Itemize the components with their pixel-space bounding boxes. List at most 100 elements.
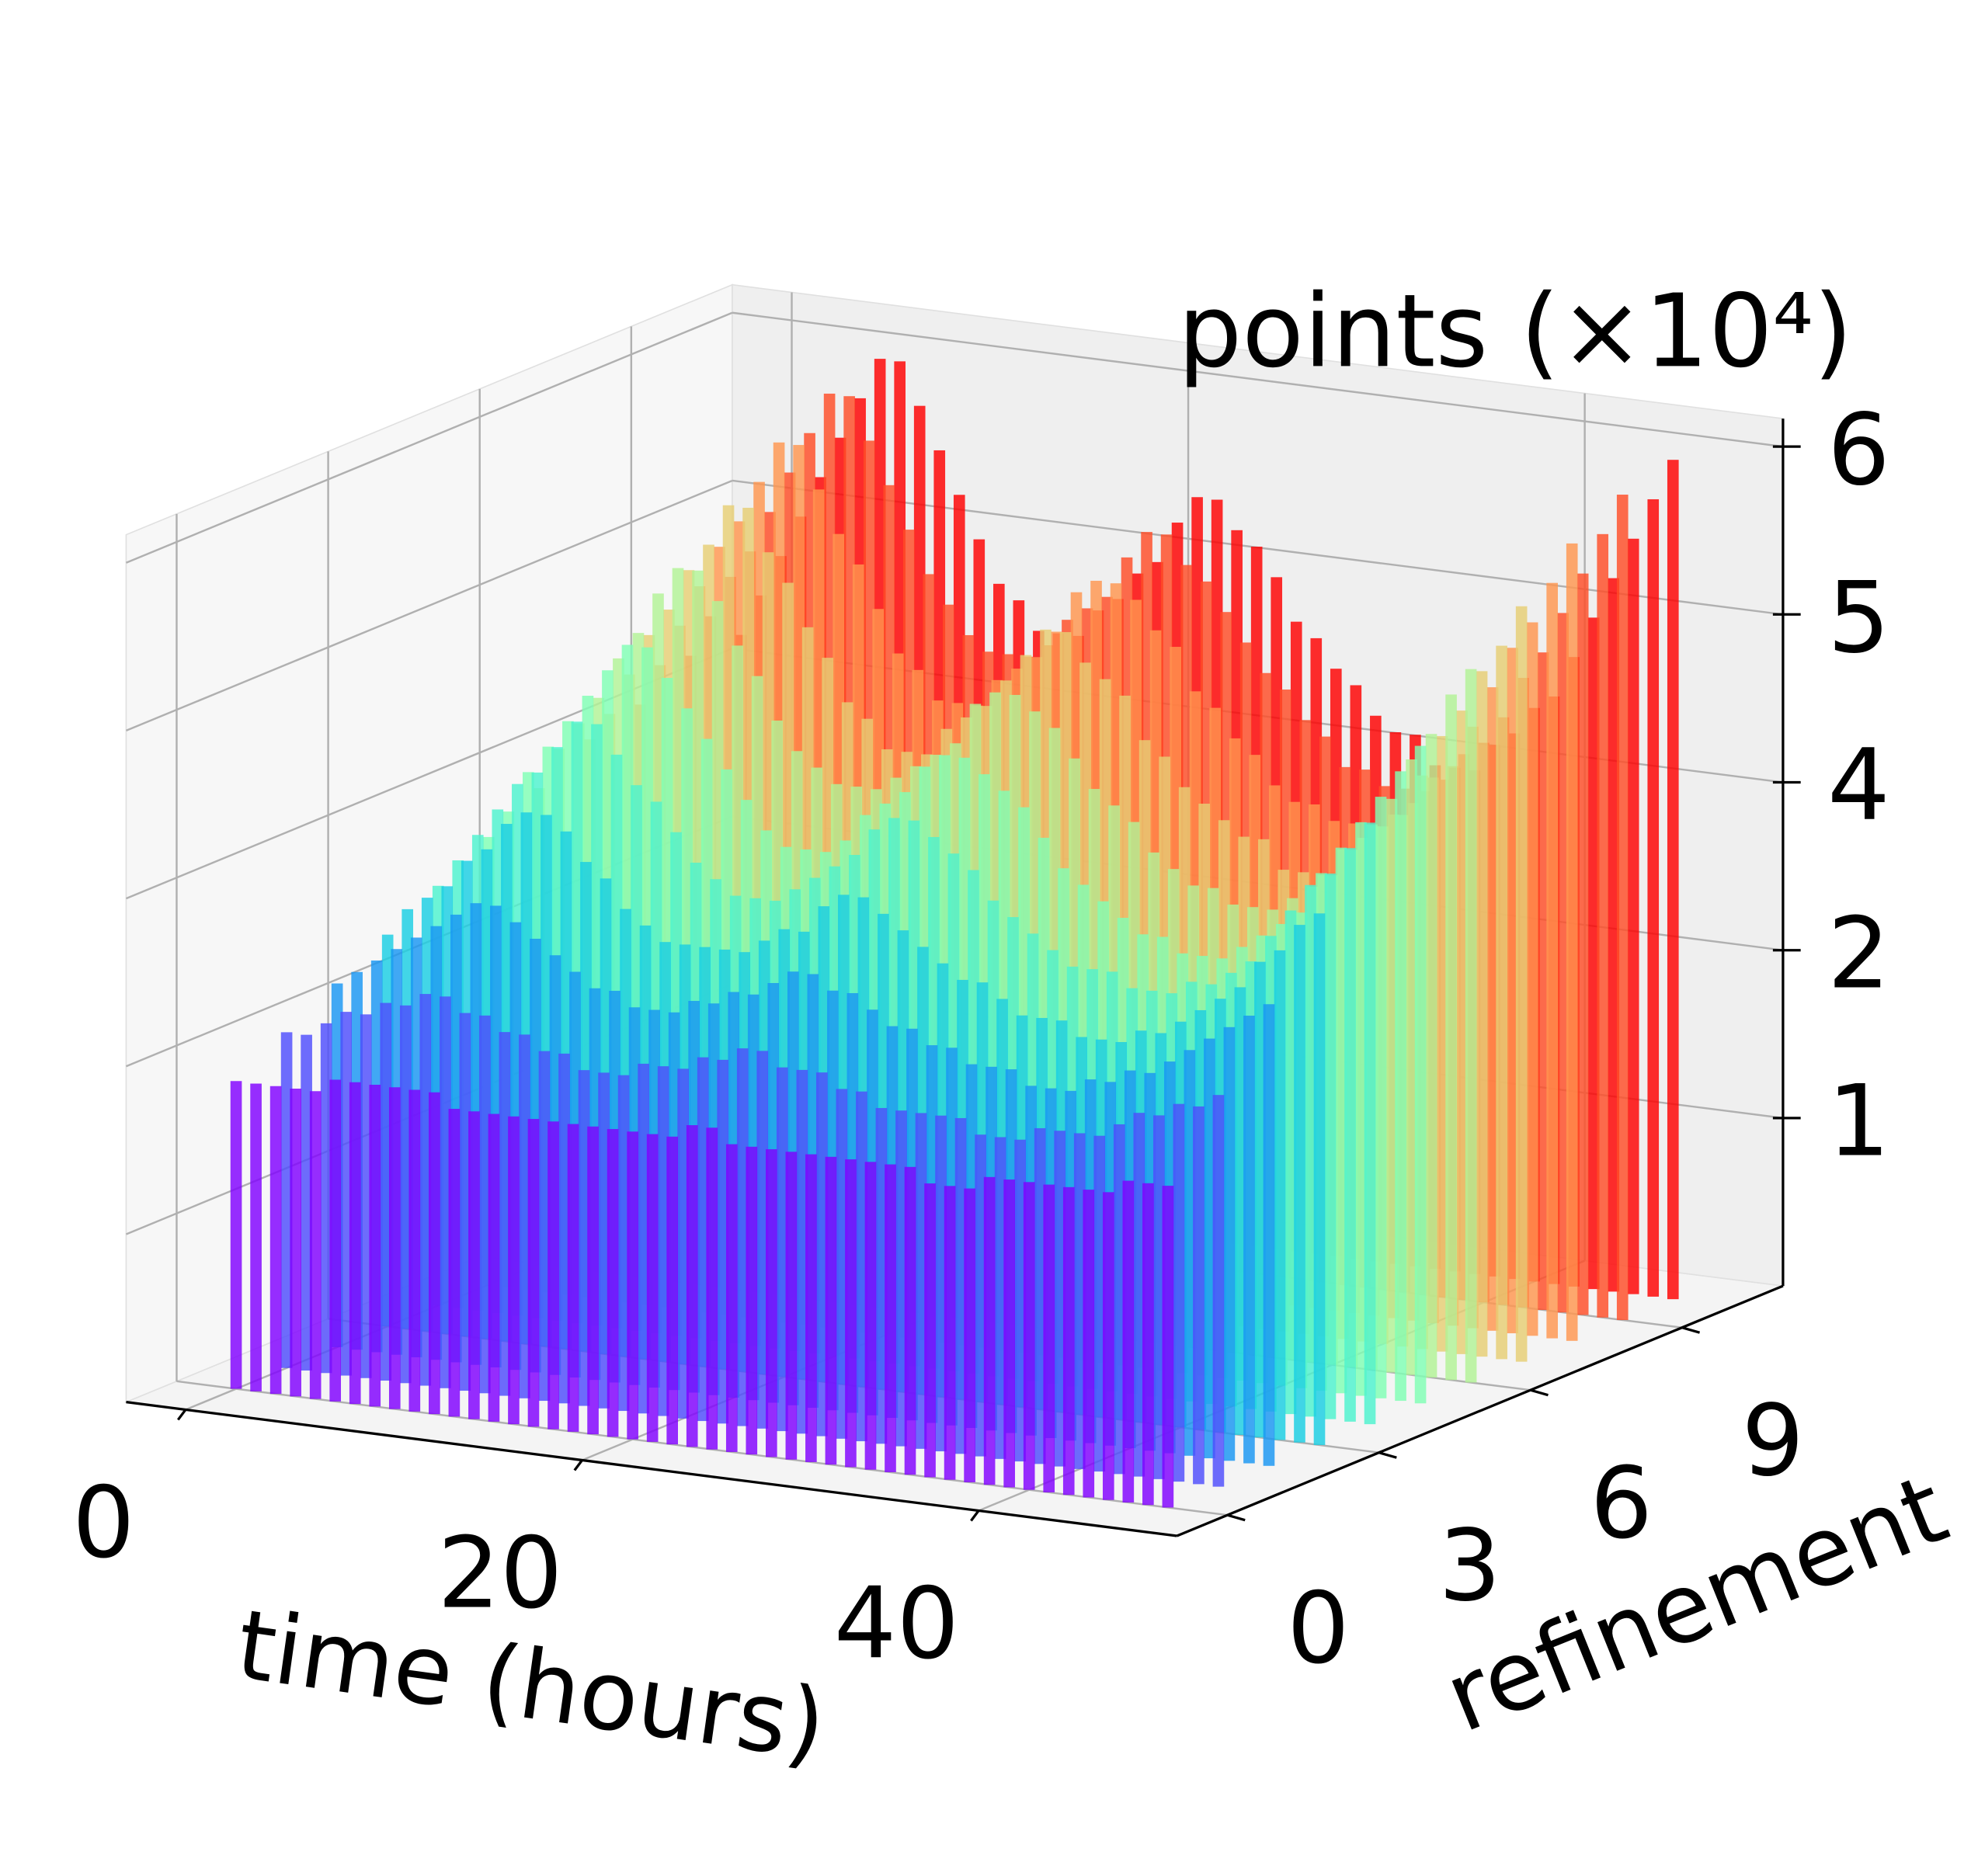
bar	[1597, 533, 1609, 1318]
bar	[1153, 1115, 1165, 1479]
bar	[1647, 499, 1660, 1297]
bar	[638, 1063, 649, 1414]
bar	[1406, 759, 1417, 1375]
z-tick-label: 1	[1827, 1064, 1890, 1179]
bar	[686, 1125, 698, 1447]
bar	[1546, 582, 1558, 1339]
bar	[706, 1127, 718, 1450]
bar	[836, 1089, 848, 1439]
bar	[301, 1034, 312, 1371]
y-tick	[1227, 1513, 1246, 1522]
bar	[646, 1134, 659, 1442]
bar	[329, 1079, 342, 1402]
bar	[677, 1068, 689, 1419]
bar	[1364, 822, 1376, 1425]
bar	[717, 1059, 729, 1424]
bar	[519, 1034, 530, 1398]
y-tick-label: 3	[1438, 1508, 1501, 1623]
bar	[1274, 950, 1286, 1440]
bar	[1234, 987, 1246, 1435]
bar	[479, 1015, 491, 1394]
z-tick-label: 6	[1827, 392, 1890, 507]
bar	[1204, 1038, 1215, 1459]
bar	[885, 1164, 896, 1472]
bar	[468, 1111, 480, 1419]
bar	[548, 1121, 559, 1430]
bar	[1496, 645, 1507, 1360]
bar	[666, 1136, 678, 1445]
bar	[459, 1013, 471, 1391]
bar	[1465, 669, 1477, 1383]
bar	[429, 1092, 440, 1415]
bar	[1083, 1190, 1095, 1498]
bar	[1335, 847, 1347, 1394]
bar	[1113, 1124, 1125, 1475]
bar	[1294, 925, 1305, 1443]
bar	[657, 1066, 669, 1416]
bar	[1162, 1186, 1174, 1508]
bar	[1313, 913, 1326, 1445]
bar	[1344, 848, 1356, 1422]
bar	[388, 1087, 401, 1409]
bar	[369, 1084, 381, 1407]
bar	[1054, 1131, 1066, 1467]
bar	[290, 1089, 301, 1397]
bar	[408, 1089, 421, 1412]
y-axis-label: refinement	[1430, 1453, 1962, 1754]
bar	[627, 1131, 638, 1440]
bar	[250, 1083, 262, 1391]
x-tick	[176, 1409, 187, 1421]
bar	[875, 1107, 888, 1444]
y-axis	[1176, 1284, 1784, 1537]
bar	[1515, 606, 1528, 1362]
bar	[617, 1075, 630, 1412]
bar	[1243, 1016, 1255, 1464]
bar	[935, 1115, 947, 1452]
bar	[1043, 1184, 1055, 1492]
bar	[766, 1149, 777, 1457]
bar	[1576, 573, 1589, 1315]
bar	[825, 1156, 837, 1465]
y-tick-label: 0	[1287, 1570, 1350, 1685]
bar	[1254, 961, 1266, 1438]
bar	[964, 1188, 975, 1482]
y-tick-label: 9	[1742, 1383, 1805, 1498]
bar	[1627, 538, 1639, 1294]
bar	[1305, 884, 1316, 1417]
x-tick-label: 40	[834, 1566, 959, 1681]
bar	[1395, 771, 1406, 1402]
bar	[1557, 613, 1569, 1313]
bar	[1667, 460, 1679, 1300]
bar	[1537, 652, 1549, 1310]
bar	[785, 1152, 798, 1460]
bar	[1263, 1004, 1275, 1466]
bar	[567, 1124, 579, 1432]
bar	[895, 1110, 907, 1447]
bar	[448, 1109, 461, 1417]
bar	[1566, 543, 1578, 1341]
bar	[440, 996, 451, 1388]
y-tick-label: 6	[1590, 1445, 1653, 1560]
z-tick-label: 5	[1827, 560, 1890, 675]
bar	[538, 1051, 551, 1402]
bar	[856, 1091, 867, 1442]
bar	[499, 1032, 511, 1396]
bar	[697, 1057, 709, 1422]
bar	[1608, 578, 1620, 1292]
bar	[1133, 1113, 1145, 1477]
bar	[320, 1023, 332, 1374]
bar	[1486, 687, 1499, 1331]
x-tick	[970, 1509, 980, 1522]
bar	[864, 1162, 877, 1470]
bar	[1526, 622, 1538, 1336]
bar	[1476, 671, 1488, 1357]
bar	[1425, 734, 1437, 1377]
bar	[1414, 745, 1427, 1404]
bar	[924, 1183, 936, 1478]
bar	[1034, 1127, 1046, 1464]
bar	[1062, 1186, 1075, 1496]
bar	[1173, 1103, 1185, 1482]
bar	[1023, 1182, 1035, 1490]
